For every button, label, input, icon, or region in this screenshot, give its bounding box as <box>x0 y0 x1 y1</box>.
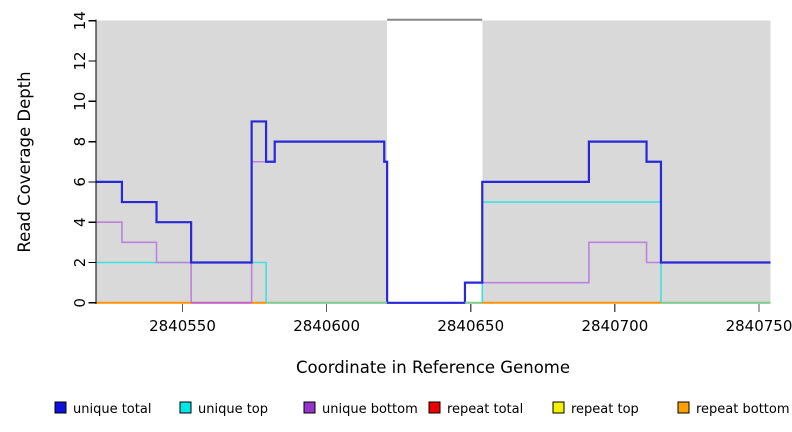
y-tick-label: 14 <box>71 11 89 30</box>
y-tick-label: 4 <box>71 217 89 227</box>
x-tick-label: 2840650 <box>437 317 504 335</box>
y-tick-label: 6 <box>71 177 89 187</box>
legend: unique total unique top unique bottom repea… <box>54 401 790 417</box>
legend-label-unique-top: unique top <box>198 402 268 417</box>
legend-swatch-repeat-bottom <box>677 401 690 414</box>
x-tick-label: 2840550 <box>149 317 216 335</box>
series-line-unique-total <box>96 120 771 304</box>
legend-swatch-repeat-total <box>428 401 441 414</box>
legend-label-repeat-total: repeat total <box>447 402 523 417</box>
y-tick-label: 10 <box>71 92 89 111</box>
legend-label-repeat-top: repeat top <box>571 402 639 417</box>
y-tick-label: 0 <box>71 298 89 308</box>
legend-label-repeat-bottom: repeat bottom <box>696 402 790 417</box>
y-tick-label: 12 <box>71 51 89 70</box>
legend-swatch-repeat-top <box>552 401 565 414</box>
legend-label-unique-bottom: unique bottom <box>322 402 418 417</box>
legend-swatch-unique-bottom <box>303 401 316 414</box>
shaded-unique-region <box>96 20 388 303</box>
plot-shading <box>96 20 771 303</box>
x-tick-label: 2840750 <box>726 317 792 335</box>
x-axis-title: Coordinate in Reference Genome <box>296 358 570 377</box>
x-tick-label: 2840600 <box>293 317 360 335</box>
x-tick-label: 2840700 <box>581 317 648 335</box>
series-lines <box>96 120 771 304</box>
legend-swatch-unique-total <box>54 401 67 414</box>
shaded-unique-region <box>482 20 771 303</box>
legend-label-unique-total: unique total <box>73 402 151 417</box>
y-tick-label: 8 <box>71 137 89 147</box>
axes: 0 2 4 6 8 10 12 14 2840550 2840600 2840650 2840700 2… <box>71 11 792 335</box>
y-axis-title: Read Coverage Depth <box>15 71 34 252</box>
y-tick-label: 2 <box>71 258 89 268</box>
legend-swatch-unique-top <box>179 401 192 414</box>
